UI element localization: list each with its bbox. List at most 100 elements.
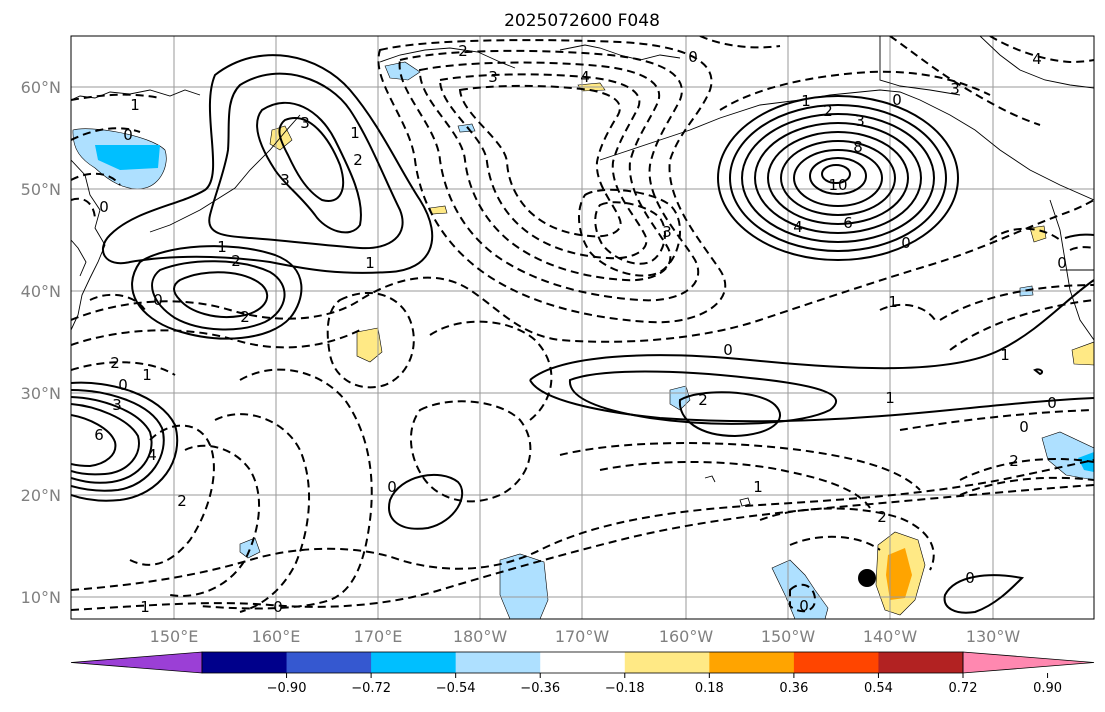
contour-label: 2 [877, 508, 887, 526]
positive-contours [71, 54, 1094, 614]
contour-label: 1 [885, 389, 895, 407]
colorbar-tick-label: 0.18 [695, 681, 724, 696]
shaded-fills [72, 61, 1094, 619]
contour-label: 0 [688, 48, 698, 66]
contour-label: 4 [793, 218, 803, 236]
contour-label: 0 [1019, 418, 1029, 436]
contour-label: 2 [177, 492, 187, 510]
contour-label: 1 [365, 254, 375, 272]
contour-label: 0 [723, 341, 733, 359]
longitude-labels: 150°E 160°E 170°E 180°W 170°W 160°W 150°… [150, 627, 1021, 646]
contour-label: 0 [799, 597, 809, 615]
colorbar-frame [201, 651, 964, 674]
negative-contours [71, 36, 1094, 613]
contour-label: 0 [387, 478, 397, 496]
contour-label: 2 [240, 308, 250, 326]
colorbar-tick-label: −0.90 [267, 681, 307, 696]
colorbar-extend-low [70, 651, 203, 674]
lon-label: 170°E [354, 627, 403, 646]
colorbar-segment [878, 652, 964, 673]
contour-label: 6 [843, 214, 853, 232]
contour-label: 1 [1000, 346, 1010, 364]
contour-label: 0 [153, 291, 163, 309]
colorbar-segment [371, 652, 457, 673]
station-dot [858, 569, 876, 587]
lon-label: 160°E [252, 627, 301, 646]
lon-label: 150°W [761, 627, 816, 646]
contour-label: 4 [147, 446, 157, 464]
colorbar-tick-label: −0.54 [436, 681, 476, 696]
contour-label: 6 [94, 426, 104, 444]
colorbar-segment [793, 652, 879, 673]
lat-label: 60°N [21, 78, 61, 97]
map-plot-area: 10 8 6 4 3 2 1 1 2 2 1 3 3 1 2 2 1 3 6 4… [71, 36, 1094, 619]
contour-label: 0 [1057, 254, 1067, 272]
contour-label: 0 [965, 569, 975, 587]
contour-label: 2 [1009, 452, 1019, 470]
contour-label: 2 [231, 252, 241, 270]
contour-label: 1 [350, 124, 360, 142]
contour-label: 3 [662, 223, 672, 241]
colorbar-segment [202, 652, 288, 673]
contour-label: 0 [99, 198, 109, 216]
contour-label: 0 [273, 598, 283, 616]
lat-label: 20°N [21, 486, 61, 505]
colorbar-tick-label: −0.18 [605, 681, 645, 696]
contour-label: 2 [353, 151, 363, 169]
contour-label: 0 [901, 234, 911, 252]
lon-label: 180°W [453, 627, 508, 646]
latitude-labels: 10°N 20°N 30°N 40°N 50°N 60°N [21, 78, 61, 607]
contour-label: 4 [1032, 50, 1042, 68]
lon-label: 160°W [659, 627, 714, 646]
contour-label: 4 [580, 68, 590, 86]
contour-label: 0 [892, 91, 902, 109]
contour-label: 1 [130, 96, 140, 114]
contour-label: 3 [950, 80, 960, 98]
lon-label: 150°E [150, 627, 199, 646]
colorbar-tick-label: 0.36 [779, 681, 808, 696]
colorbar-segment [709, 652, 795, 673]
colorbar-segment [286, 652, 372, 673]
colorbar-tick-label: 0.72 [949, 681, 978, 696]
contour-label: 2 [458, 42, 468, 60]
colorbar: −0.90 −0.72 −0.54 −0.36 −0.18 0.18 0.36 0.54 0.7… [70, 651, 1095, 696]
colorbar-extend-high [962, 651, 1095, 674]
contour-label: 2 [110, 354, 120, 372]
colorbar-tick-label: −0.72 [351, 681, 391, 696]
contour-label: 3 [300, 114, 310, 132]
contour-label: 8 [853, 138, 863, 156]
contour-label: 3 [112, 396, 122, 414]
colorbar-segment [455, 652, 541, 673]
lon-label: 170°W [555, 627, 610, 646]
plot-frame [70, 35, 1095, 620]
contour-label: 1 [888, 293, 898, 311]
contour-label: 0 [118, 376, 128, 394]
contour-label: 1 [801, 92, 811, 110]
colorbar-tick-label: 0.54 [864, 681, 893, 696]
colorbar-segment [540, 652, 626, 673]
lon-label: 140°W [863, 627, 918, 646]
contour-label: 0 [1047, 394, 1057, 412]
contour-label: 1 [753, 478, 763, 496]
map-title: 2025072600 F048 [504, 11, 660, 31]
lon-label: 130°W [966, 627, 1021, 646]
contour-label: 1 [142, 366, 152, 384]
lat-label: 10°N [21, 588, 61, 607]
colorbar-segment [624, 652, 710, 673]
contour-labels: 10 8 6 4 3 2 1 1 2 2 1 3 3 1 2 2 1 3 6 4… [94, 42, 1067, 616]
contour-label: 3 [855, 112, 865, 130]
colorbar-tick-label: 0.90 [1033, 681, 1062, 696]
lat-label: 50°N [21, 180, 61, 199]
contour-label: 2 [823, 102, 833, 120]
lat-label: 40°N [21, 282, 61, 301]
contour-label: 1 [217, 238, 227, 256]
contour-label: 2 [698, 391, 708, 409]
contour-label: 0 [123, 126, 133, 144]
contour-label: 10 [828, 176, 847, 194]
contour-label: 3 [488, 68, 498, 86]
colorbar-tick-label: −0.36 [520, 681, 560, 696]
contour-label: 3 [280, 171, 290, 189]
lat-label: 30°N [21, 384, 61, 403]
contour-label: 1 [140, 598, 150, 616]
